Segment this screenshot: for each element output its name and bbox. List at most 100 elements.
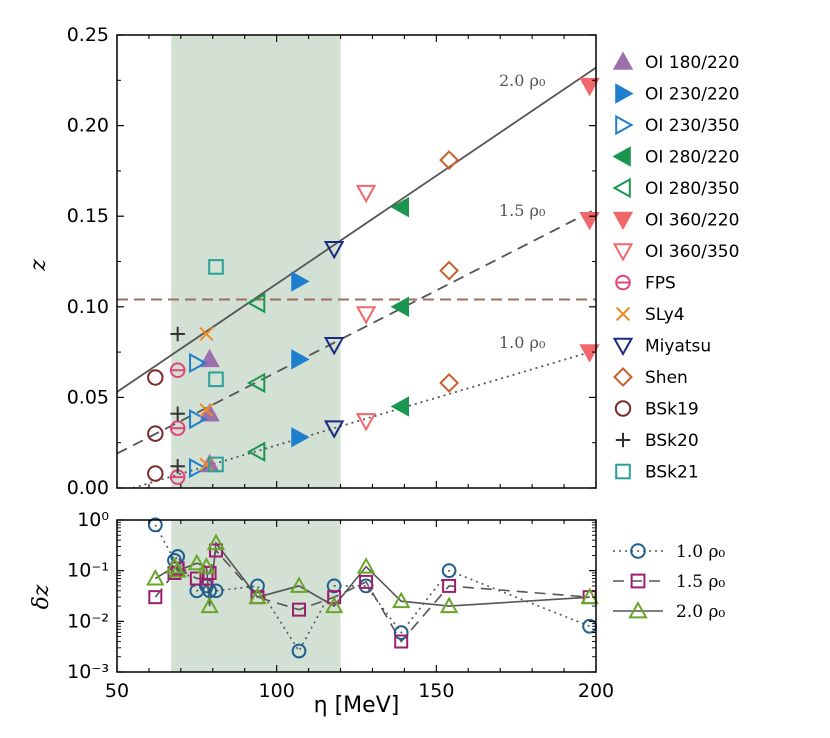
top-ytick-label-3: 0.15: [67, 205, 109, 227]
legend-marker: [612, 243, 634, 262]
fit-line-0: [116, 66, 597, 393]
legend-item-oi-180-220: OI 180/220: [612, 51, 739, 73]
legend-marker: [615, 114, 634, 136]
point-miyatsu-0: [323, 241, 345, 260]
legend-label: BSk21: [645, 463, 699, 483]
top-y-axis-label: z: [26, 259, 51, 272]
legend-item-oi-280-220: OI 280/220: [612, 146, 739, 168]
bottom-point-2-7: [248, 587, 267, 605]
bottom-ytick-label: 10⁰: [77, 509, 109, 531]
legend-item-shen: Shen: [613, 367, 688, 388]
point-bsk20-1: [170, 406, 185, 421]
point-oi-230-220-1: [291, 349, 310, 370]
legend-marker: [612, 211, 634, 231]
bottom-legend-item-0: 1.0 ρ₀: [613, 542, 725, 562]
point-shen-2: [439, 372, 460, 393]
bottom-legend-label: 2.0 ρ₀: [676, 602, 725, 622]
point-bsk20-0: [170, 326, 185, 342]
bottom-axes-frame: [116, 519, 597, 673]
line-annotation-1: 1.5 ρ₀: [499, 201, 545, 220]
legend-label: Shen: [645, 368, 688, 388]
legend-item-bsk20: BSk20: [615, 431, 699, 451]
bottom-legend-item-2: 2.0 ρ₀: [613, 600, 725, 622]
top-ytick-label-0: 0.00: [67, 477, 109, 499]
legend-item-sly4: SLy4: [615, 305, 685, 325]
point-shen-0: [439, 150, 460, 170]
point-shen-1: [439, 260, 460, 281]
bottom-point-1-0: [148, 590, 163, 605]
bottom-point-2-13: [580, 587, 599, 605]
x-axis-label: η [MeV]: [314, 693, 400, 718]
bottom-legend-label: 1.5 ρ₀: [676, 572, 725, 592]
point-oi-360-220-2: [579, 344, 600, 363]
bottom-xtick-label-2: 150: [418, 680, 454, 702]
top-line-annotations: 2.0 ρ₀ 1.5 ρ₀ 1.0 ρ₀: [499, 71, 545, 352]
bottom-xtick-label-0: 50: [105, 680, 129, 702]
legend-label: OI 180/220: [645, 53, 739, 73]
point-oi-360-220-1: [579, 212, 600, 231]
legend-item-oi-230-350: OI 230/350: [615, 114, 739, 136]
bottom-ytick-label: 10⁻¹: [67, 560, 109, 582]
legend-marker: [615, 274, 631, 291]
bottom-point-0-7: [250, 578, 265, 594]
legend-item-oi-360-220: OI 360/220: [612, 211, 739, 231]
point-oi-360-350-2: [355, 413, 377, 432]
bottom-point-2-11: [392, 591, 411, 609]
legend-item-oi-360-350: OI 360/350: [612, 242, 739, 262]
bottom-panel: 10⁻³ 10⁻² 10⁻¹ 10⁰ 50 100 150 200 δz η [MeV]: [29, 509, 614, 718]
point-oi-280-350-1: [246, 372, 266, 394]
bottom-point-1-9: [327, 590, 342, 605]
point-bsk19-1: [147, 425, 164, 442]
legend-label: OI 280/220: [645, 148, 739, 168]
legend-label: FPS: [645, 274, 676, 294]
legend-item-bsk21: BSk21: [615, 463, 699, 483]
legend-marker: [614, 400, 632, 417]
legend-label: SLy4: [645, 305, 685, 325]
bottom-point-0-0: [147, 517, 163, 533]
top-panel: 2.0 ρ₀1.5 ρ₀1.0 ρ₀ 0.000.050.100.150.200…: [26, 24, 600, 499]
bottom-ytick-label: 10⁻³: [67, 661, 109, 683]
bottom-point-0-9: [326, 578, 342, 594]
legend-label: OI 360/220: [645, 211, 739, 231]
bottom-point-2-12: [439, 596, 459, 614]
point-fps-0: [169, 362, 186, 379]
legend-marker: [613, 367, 633, 387]
bottom-point-2-6: [206, 533, 226, 551]
legend-label: OI 360/350: [645, 242, 739, 262]
point-sly4-1: [199, 403, 214, 418]
fit-line-2: [132, 349, 597, 489]
bottom-point-0-11: [393, 625, 409, 640]
bottom-point-0-8: [291, 643, 307, 659]
point-oi-230-350-0: [189, 352, 208, 374]
legend-marker: [612, 51, 634, 70]
top-ytick-label-2: 0.10: [67, 296, 109, 318]
point-bsk19-0: [147, 369, 164, 386]
point-oi-230-220-2: [291, 427, 310, 448]
bottom-legend-marker: [630, 573, 646, 589]
legend-label: OI 230/350: [645, 116, 739, 136]
bottom-legend-marker: [630, 543, 646, 559]
top-markers: [147, 77, 600, 485]
legend-label: OI 230/220: [645, 85, 739, 105]
point-oi-230-220-0: [291, 271, 310, 292]
bottom-xtick-label-3: 200: [578, 680, 614, 702]
point-oi-360-220-0: [579, 77, 600, 97]
legend-item-fps: FPS: [615, 274, 676, 294]
bottom-point-0-12: [441, 563, 457, 579]
bottom-y-axis-label: δz: [29, 584, 54, 609]
point-bsk21-2: [208, 456, 224, 473]
top-legend: OI 180/220 OI 230/220 OI 230/350 OI 280/220…: [612, 51, 739, 483]
point-oi-280-220-1: [390, 296, 410, 317]
legend-item-oi-230-220: OI 230/220: [615, 83, 739, 105]
legend-marker: [615, 306, 631, 322]
point-bsk21-0: [208, 259, 224, 275]
point-oi-230-350-1: [189, 408, 208, 430]
legend-item-miyatsu: Miyatsu: [612, 337, 711, 357]
bottom-point-2-5: [200, 596, 219, 614]
legend-label: Miyatsu: [645, 337, 711, 357]
legend-label: BSk19: [645, 400, 699, 420]
bottom-point-0-6: [208, 583, 224, 599]
legend-item-oi-280-350: OI 280/350: [612, 177, 739, 199]
point-miyatsu-2: [323, 420, 345, 439]
